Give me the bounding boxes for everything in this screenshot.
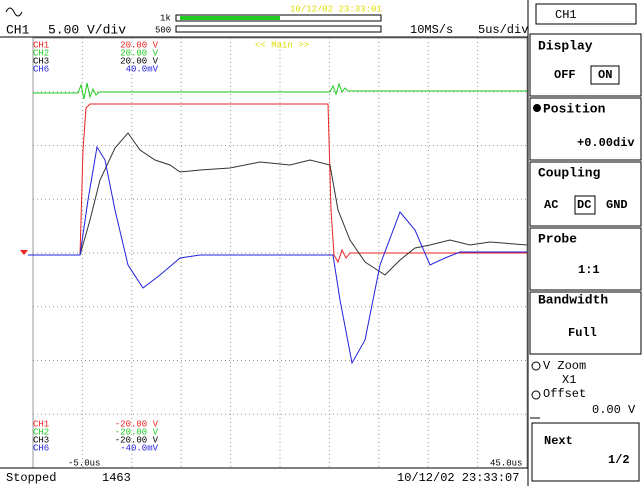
position-title: Position (543, 101, 606, 116)
zoom-position (180, 16, 280, 20)
zoom-title: V Zoom (543, 359, 586, 373)
offset-value: 0.00 V (592, 403, 636, 417)
channel-range: -40.0mV (120, 443, 158, 453)
status-state: Stopped (6, 471, 56, 485)
oscilloscope-screen: CH1 5.00 V/div 1k 500 10/12/02 23:33:01 … (0, 0, 643, 486)
channel: CH1 (6, 22, 30, 37)
time-div: 5us/div (478, 23, 528, 37)
coupling-dc: DC (577, 198, 591, 212)
display-off: OFF (554, 68, 576, 82)
probe-title: Probe (538, 231, 577, 246)
time-end: 45.0us (490, 458, 522, 468)
time-start: -5.0us (68, 458, 100, 468)
bandwidth-value: Full (568, 326, 597, 340)
zoom-top: 1k (160, 13, 171, 23)
coupling-title: Coupling (538, 165, 601, 180)
display-title: Display (538, 38, 593, 53)
main-label: << Main >> (255, 40, 309, 50)
top-timestamp: 10/12/02 23:33:01 (290, 4, 382, 14)
bandwidth-title: Bandwidth (538, 292, 608, 307)
channel-range: 40.0mV (126, 64, 159, 74)
zoom-value: X1 (562, 373, 576, 387)
scale: 5.00 V/div (48, 22, 126, 37)
menu-channel: CH1 (555, 8, 577, 22)
next-title: Next (544, 434, 573, 448)
probe-value: 1:1 (578, 263, 600, 277)
status-count: 1463 (102, 471, 131, 485)
position-value: +0.00div (577, 136, 635, 150)
coupling-gnd: GND (606, 198, 628, 212)
coupling-ac: AC (544, 198, 558, 212)
offset-title: Offset (543, 387, 586, 401)
next-page: 1/2 (608, 453, 630, 467)
channel-name: CH6 (33, 443, 49, 453)
display-on: ON (598, 68, 612, 82)
channel-name: CH6 (33, 64, 49, 74)
status-timestamp: 10/12/02 23:33:07 (397, 471, 519, 485)
sample-rate: 10MS/s (410, 23, 453, 37)
zoom-bottom: 500 (155, 25, 171, 35)
